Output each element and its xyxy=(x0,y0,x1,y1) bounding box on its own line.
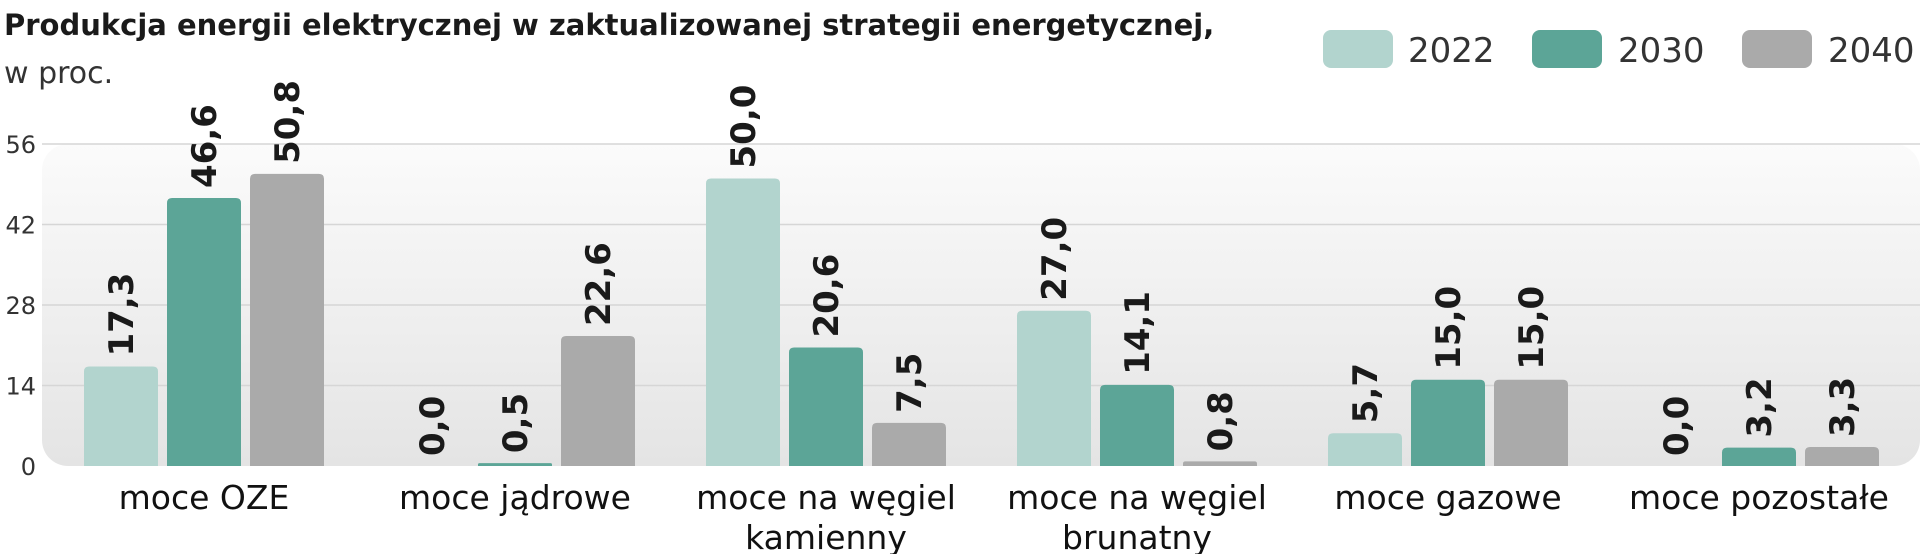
value-label-2030-3: 20,6 xyxy=(807,254,847,338)
category-label: kamienny xyxy=(745,518,907,554)
value-label-2040-6: 3,3 xyxy=(1823,377,1863,437)
bar-2030-6 xyxy=(1722,447,1796,466)
bar-2022-5 xyxy=(1328,433,1402,466)
legend: 2022 2030 2040 xyxy=(1323,30,1915,71)
gridlines xyxy=(42,143,1920,387)
bar-2022-4 xyxy=(1017,310,1091,466)
category-label: moce na węgiel xyxy=(696,478,956,517)
bar-2040-3 xyxy=(872,422,946,466)
category-label: moce pozostałe xyxy=(1629,478,1889,517)
value-label-2022-6: 0,0 xyxy=(1657,396,1697,456)
category-label: moce OZE xyxy=(119,478,290,517)
value-label-2030-4: 14,1 xyxy=(1118,291,1158,375)
category-label: moce jądrowe xyxy=(399,478,631,517)
legend-label-2022: 2022 xyxy=(1408,31,1495,71)
value-label-2030-2: 0,5 xyxy=(496,393,536,453)
legend-label-2040: 2040 xyxy=(1828,31,1915,71)
value-label-2040-4: 0,8 xyxy=(1201,391,1241,451)
x-axis: moce OZE moce jądrowe moce na węgielkamien… xyxy=(119,478,1889,554)
value-label-2022-1: 17,3 xyxy=(102,273,142,357)
category-label: brunatny xyxy=(1062,518,1212,554)
bar-2030-3 xyxy=(789,347,863,466)
bar-2040-6 xyxy=(1805,447,1879,466)
bar-2030-1 xyxy=(167,198,241,467)
legend-swatch-2040 xyxy=(1742,30,1812,68)
y-tick-label: 28 xyxy=(5,292,36,320)
bar-2022-3 xyxy=(706,178,780,466)
bar-2022-1 xyxy=(84,366,158,466)
chart-title: Produkcja energii elektrycznej w zaktual… xyxy=(4,8,1214,42)
value-label-2030-1: 46,6 xyxy=(185,104,225,188)
bar-2030-4 xyxy=(1100,384,1174,466)
bar-2040-4 xyxy=(1183,461,1257,466)
value-label-2030-5: 15,0 xyxy=(1429,286,1469,370)
chart-subtitle: w proc. xyxy=(4,56,113,91)
legend-swatch-2022 xyxy=(1323,30,1393,68)
bar-2040-1 xyxy=(250,173,324,466)
y-axis: 0 14 28 42 56 xyxy=(5,131,36,481)
value-label-2040-1: 50,8 xyxy=(268,80,308,164)
value-labels: 17,3 46,6 50,8 0,0 0,5 22,6 50,0 20,6 7,5 27,0 14,… xyxy=(102,80,1863,456)
bar-2030-5 xyxy=(1411,379,1485,466)
legend-label-2030: 2030 xyxy=(1618,31,1705,71)
y-tick-label: 42 xyxy=(5,212,36,240)
value-label-2022-5: 5,7 xyxy=(1346,363,1386,423)
y-tick-label: 56 xyxy=(5,131,36,159)
legend-swatch-2030 xyxy=(1532,30,1602,68)
bar-2040-5 xyxy=(1494,379,1568,466)
y-tick-label: 14 xyxy=(5,373,36,401)
value-label-2022-3: 50,0 xyxy=(724,85,764,169)
value-label-2040-2: 22,6 xyxy=(579,242,619,326)
value-label-2022-4: 27,0 xyxy=(1035,217,1075,301)
value-label-2022-2: 0,0 xyxy=(413,396,453,456)
value-label-2040-5: 15,0 xyxy=(1512,286,1552,370)
y-tick-label: 0 xyxy=(21,453,36,481)
category-label: moce gazowe xyxy=(1334,478,1561,517)
bar-2030-2 xyxy=(478,463,552,466)
value-label-2040-3: 7,5 xyxy=(890,353,930,413)
bar-2040-2 xyxy=(561,336,635,466)
category-label: moce na węgiel xyxy=(1007,478,1267,517)
value-label-2030-6: 3,2 xyxy=(1740,377,1780,437)
bars xyxy=(84,173,1879,467)
